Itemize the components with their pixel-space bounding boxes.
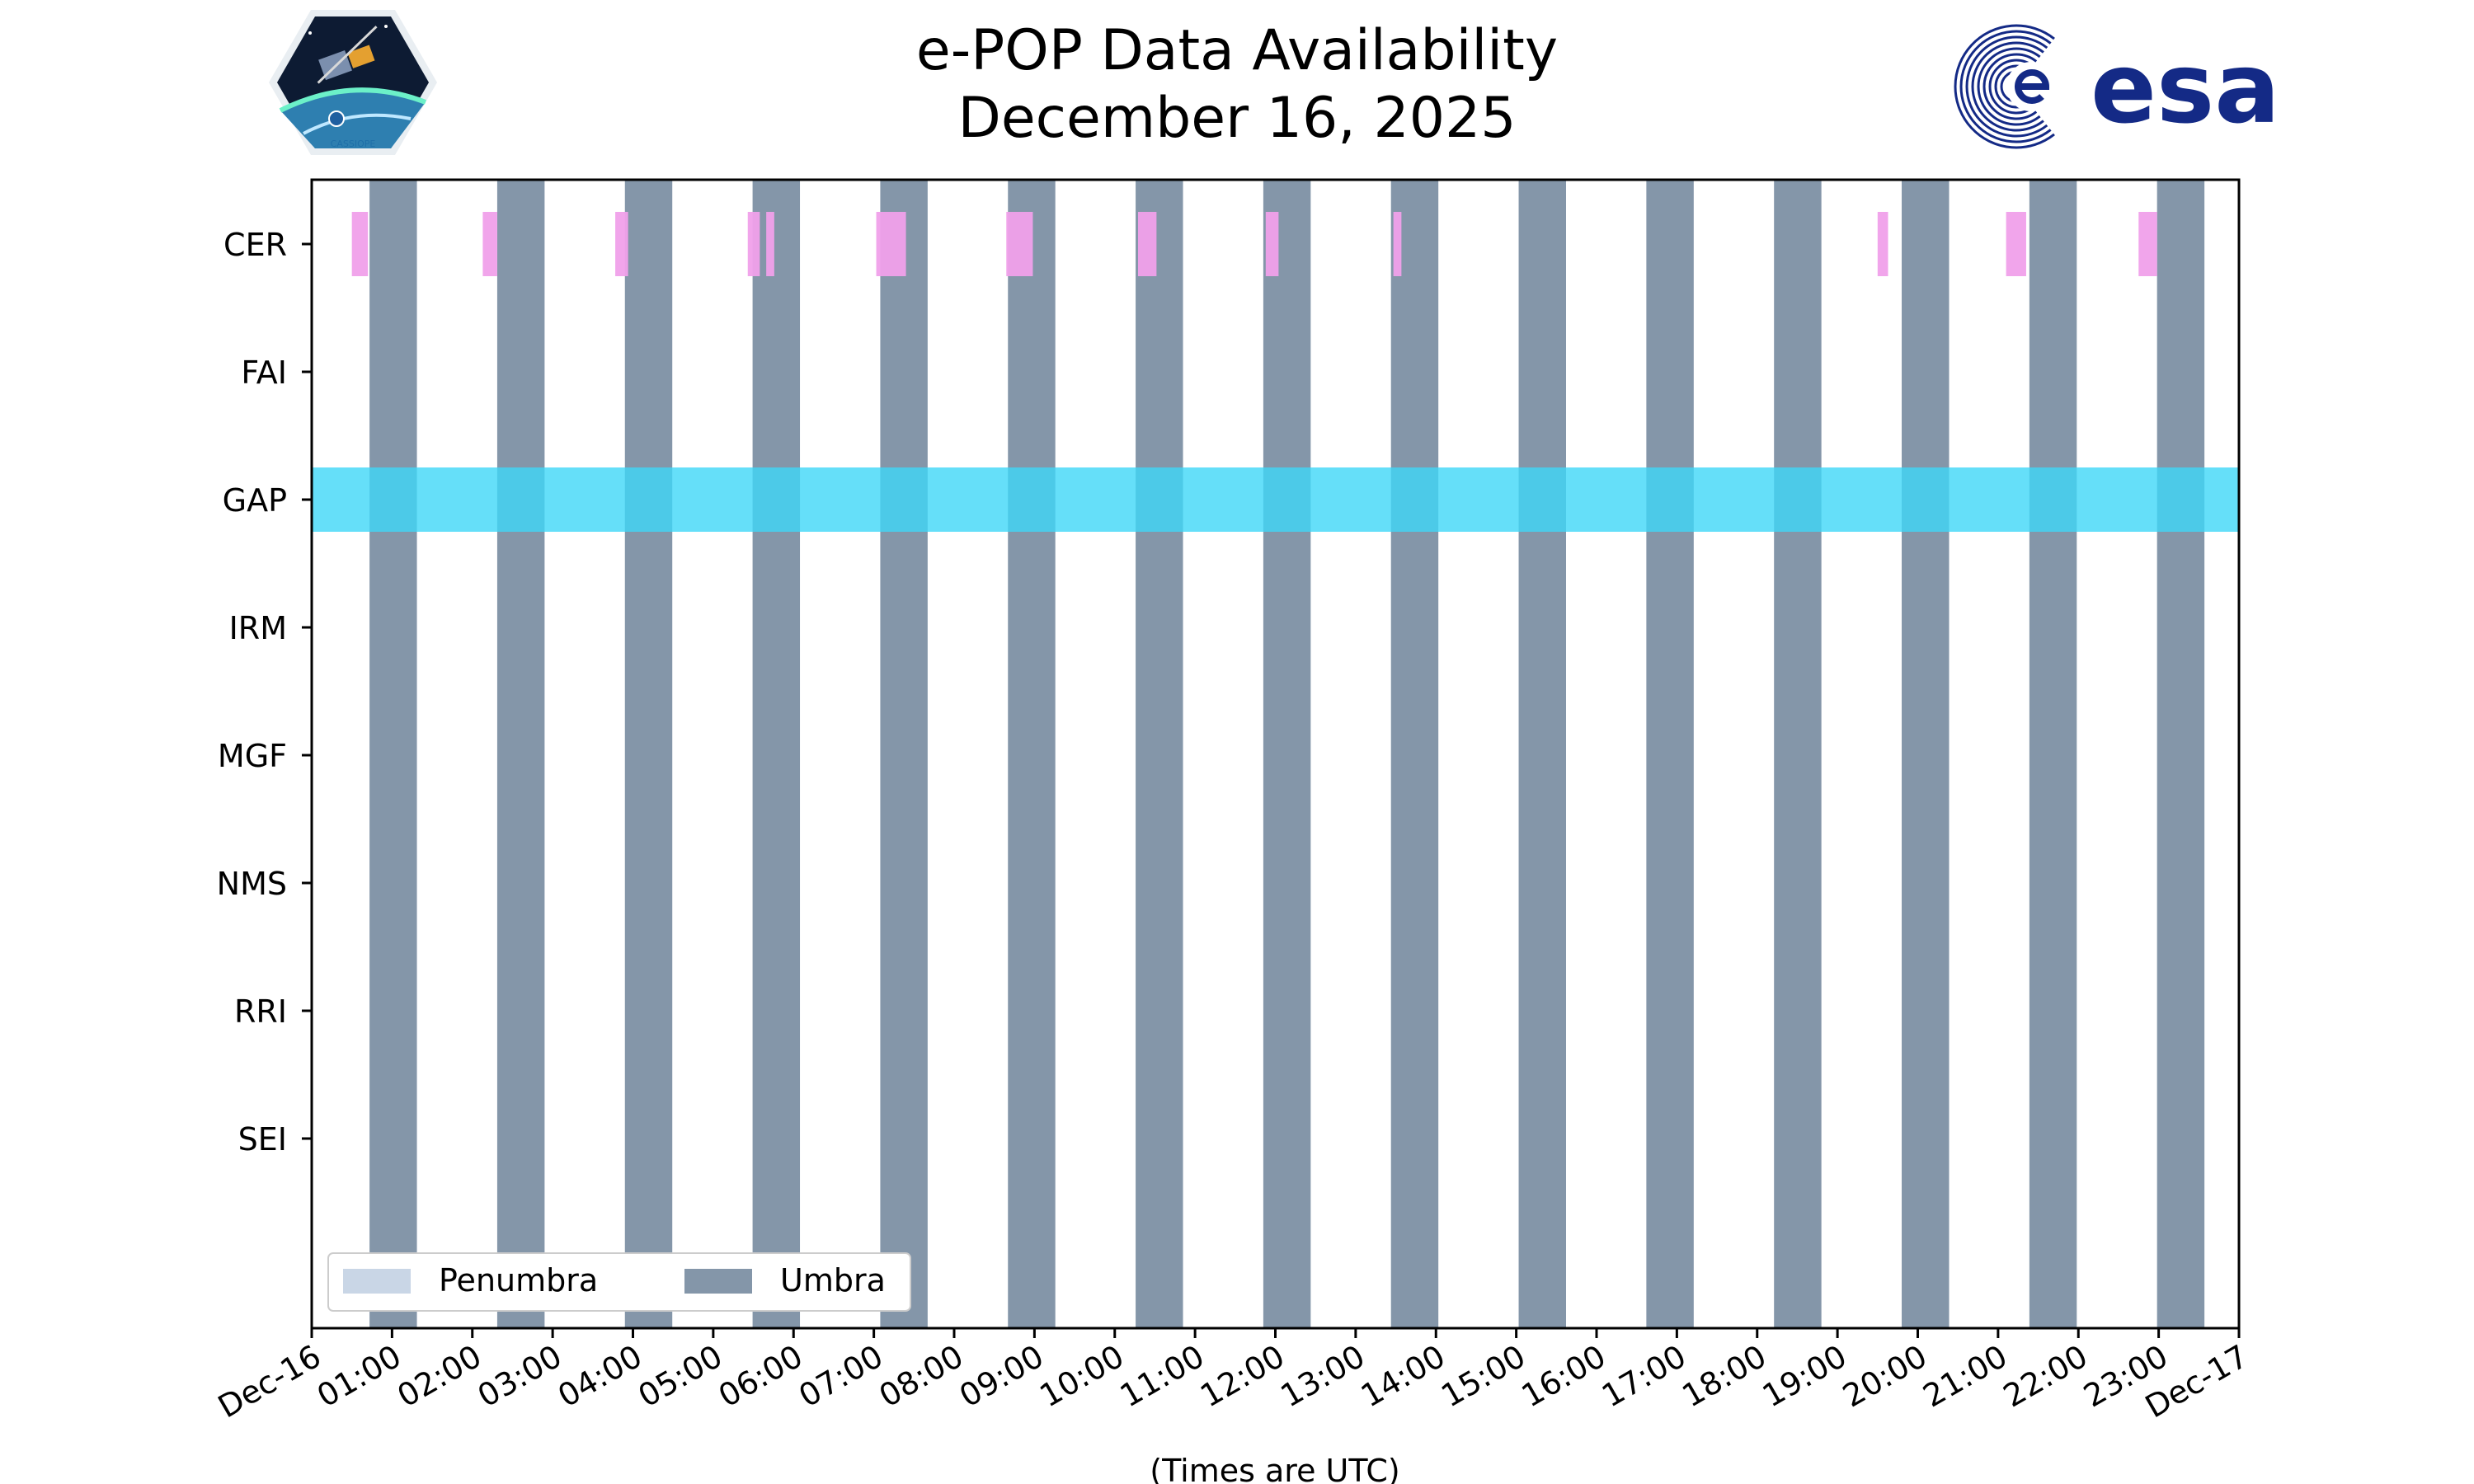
y-tick-label-irm: IRM [229, 610, 287, 646]
x-tick-label-22-00: 22:00 [1997, 1338, 2094, 1415]
esa-swirl-arc-6 [1971, 41, 2044, 132]
x-tick-label-15-00: 15:00 [1435, 1338, 1531, 1415]
x-tick-label-19-00: 19:00 [1757, 1338, 1853, 1415]
data-bar-cer-13 [2138, 212, 2157, 276]
esa-swirl-arc-8 [1959, 30, 2052, 143]
data-bar-cer-2 [482, 212, 497, 276]
x-tick-label-06-00: 06:00 [713, 1338, 809, 1415]
y-tick-label-cer: CER [223, 227, 287, 263]
x-tick-label-10-00: 10:00 [1033, 1338, 1130, 1415]
esa-swirl-arc-5 [1977, 47, 2041, 126]
cassiope-logo-text: CASSIOPE [331, 139, 376, 149]
data-bar-cer-4 [747, 212, 760, 276]
umbra-band-14 [2029, 180, 2077, 1328]
legend-label-penumbra: Penumbra [439, 1262, 598, 1298]
esa-swirl-arc-3 [1988, 59, 2034, 115]
legend: Penumbra Umbra [327, 1252, 911, 1312]
umbra-band-15 [2157, 180, 2205, 1328]
umbra-band-7 [1136, 180, 1183, 1328]
x-tick-label-20-00: 20:00 [1837, 1338, 1933, 1415]
x-tick-label-03-00: 03:00 [472, 1338, 568, 1415]
x-tick-label-18-00: 18:00 [1676, 1338, 1772, 1415]
umbra-band-6 [1008, 180, 1056, 1328]
x-tick-label-14-00: 14:00 [1355, 1338, 1451, 1415]
umbra-band-5 [880, 180, 928, 1328]
umbra-band-3 [624, 180, 673, 1328]
umbra-band-10 [1518, 180, 1566, 1328]
esa-logo-text: esa [2091, 31, 2280, 145]
chart-subtitle: December 16, 2025 [957, 86, 1517, 151]
legend-label-umbra: Umbra [780, 1262, 886, 1298]
umbra-band-12 [1774, 180, 1822, 1328]
x-tick-label-01-00: 01:00 [311, 1338, 407, 1415]
data-bar-cer-8 [1137, 212, 1157, 276]
x-tick-label-11-00: 11:00 [1114, 1338, 1211, 1415]
y-tick-label-sei: SEI [238, 1121, 287, 1158]
data-bar-cer-11 [1877, 212, 1888, 276]
umbra-band-13 [1902, 180, 1950, 1328]
y-tick-label-gap: GAP [223, 482, 287, 519]
x-tick-label-13-00: 13:00 [1275, 1338, 1371, 1415]
legend-swatch-umbra [684, 1269, 752, 1294]
x-axis-label: (Times are UTC) [1150, 1453, 1399, 1484]
y-tick-label-fai: FAI [241, 355, 287, 391]
esa-swirl-arc-2 [1994, 64, 2030, 109]
umbra-bars [369, 180, 2205, 1328]
umbra-band-1 [369, 180, 417, 1328]
x-tick-label-16-00: 16:00 [1516, 1338, 1612, 1415]
chart-title: e-POP Data Availability [915, 18, 1559, 83]
data-bar-cer-12 [2006, 212, 2026, 276]
data-bar-cer-9 [1265, 212, 1279, 276]
data-bar-cer-3 [615, 212, 628, 276]
data-bar-cer-10 [1393, 212, 1402, 276]
data-bar-gap-1 [312, 467, 2239, 532]
umbra-band-9 [1390, 180, 1439, 1328]
data-bar-cer-7 [1006, 212, 1033, 276]
umbra-band-4 [752, 180, 801, 1328]
y-tick-label-mgf: MGF [218, 738, 287, 774]
cassiope-logo: CASSIOPE [269, 10, 437, 155]
data-bar-cer-5 [766, 212, 774, 276]
x-tick-label-02-00: 02:00 [391, 1338, 487, 1415]
x-tick-label-21-00: 21:00 [1917, 1338, 2014, 1415]
y-axis: CER FAI GAP IRM MGF NMS RRI SEI [217, 227, 312, 1158]
x-tick-label-dec-16: Dec-16 [212, 1338, 327, 1425]
esa-logo: esa [1954, 24, 2280, 149]
esa-swirl-e [2015, 68, 2050, 104]
y-tick-label-nms: NMS [217, 866, 287, 902]
x-tick-label-12-00: 12:00 [1194, 1338, 1291, 1415]
legend-swatch-penumbra [343, 1269, 411, 1294]
esa-swirl-mark [1954, 24, 2056, 149]
esa-swirl-arc-9 [1954, 24, 2055, 149]
esa-swirl-arc-4 [1982, 53, 2038, 120]
umbra-band-11 [1646, 180, 1694, 1328]
y-tick-label-rri: RRI [234, 993, 287, 1030]
x-tick-label-07-00: 07:00 [793, 1338, 889, 1415]
data-bar-cer-1 [351, 212, 369, 276]
umbra-band-8 [1263, 180, 1311, 1328]
x-tick-label-17-00: 17:00 [1596, 1338, 1692, 1415]
x-tick-label-08-00: 08:00 [873, 1338, 970, 1415]
data-bars [312, 212, 2239, 532]
umbra-band-2 [496, 180, 545, 1328]
data-bar-cer-6 [876, 212, 906, 276]
esa-swirl-arc-7 [1965, 35, 2048, 138]
x-tick-label-05-00: 05:00 [633, 1338, 729, 1415]
legend-box [327, 1252, 911, 1312]
x-tick-label-09-00: 09:00 [953, 1338, 1050, 1415]
x-tick-label-04-00: 04:00 [552, 1338, 648, 1415]
x-axis: Dec-1601:0002:0003:0004:0005:0006:0007:0… [212, 1328, 2255, 1425]
